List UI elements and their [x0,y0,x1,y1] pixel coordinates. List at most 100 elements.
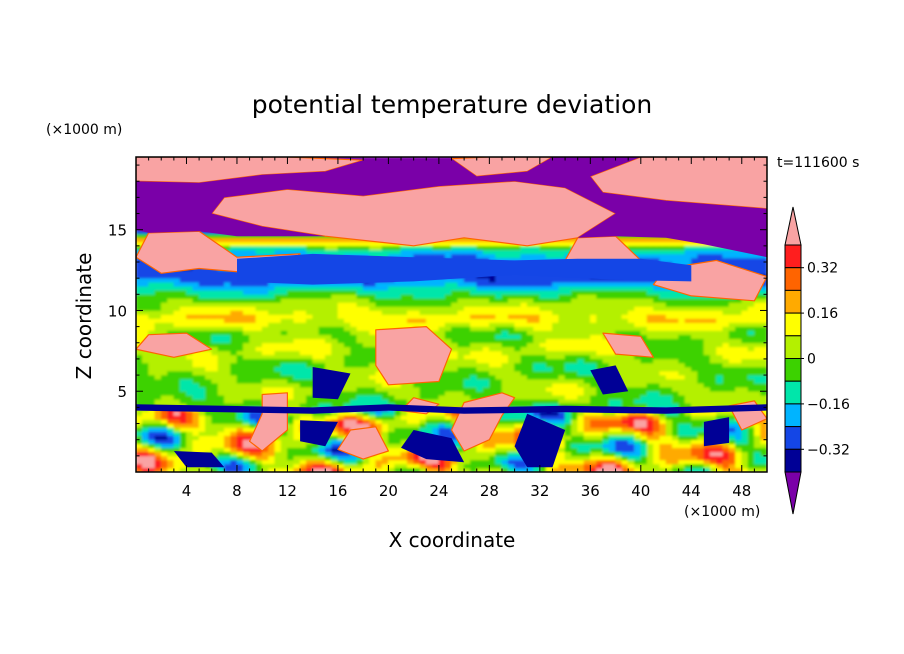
field-cell [526,318,534,323]
field-cell [337,249,345,255]
field-cell [331,455,339,461]
field-cell [136,423,143,428]
field-cell [438,415,446,420]
field-cell [160,281,168,287]
field-cell [325,411,332,416]
field-cell [407,423,414,428]
field-cell [242,394,250,400]
field-cell [211,285,219,291]
field-cell [482,451,490,457]
field-cell [287,245,295,251]
field-cell [388,314,396,319]
field-cell [167,447,175,453]
field-cell [280,237,288,243]
field-cell [236,334,244,340]
field-cell [136,370,143,376]
field-cell [407,419,414,424]
field-cell [211,427,219,432]
field-cell [293,302,301,307]
field-cell [192,411,200,416]
field-cell [520,310,528,315]
field-cell [400,302,408,307]
field-cell [154,330,162,335]
field-cell [375,281,383,287]
field-cell [470,451,478,457]
field-cell [293,314,301,319]
field-cell [432,463,440,469]
field-cell [217,342,225,348]
field-cell [255,463,263,469]
field-cell [507,334,515,340]
field-cell [476,342,484,348]
field-cell [154,394,162,400]
field-cell [299,245,307,251]
field-cell [217,439,225,445]
field-cell [293,366,301,372]
field-cell [192,419,200,424]
field-cell [356,281,364,287]
field-cell [148,273,156,279]
field-cell [198,378,206,384]
field-cell [514,277,522,283]
field-cell [356,157,364,162]
field-cell [154,411,162,416]
field-cell [432,467,440,472]
field-cell [375,378,383,384]
field-cell [217,281,225,287]
field-cell [274,370,282,376]
field-cell [261,294,269,299]
field-cell [425,386,433,392]
field-cell [394,281,402,287]
field-cell [211,350,219,356]
field-cell [350,455,358,461]
field-cell [337,394,345,400]
field-cell [407,459,414,465]
field-cell [186,326,194,331]
field-cell [268,362,276,368]
field-cell [501,298,509,303]
field-cell [299,447,307,453]
field-cell [476,277,484,283]
field-cell [293,249,301,255]
field-cell [394,245,402,251]
field-cell [375,245,383,251]
field-cell [318,451,326,457]
field-cell [413,245,421,251]
field-cell [514,330,522,335]
field-cell [211,273,219,279]
field-cell [306,294,313,299]
field-cell [438,285,446,291]
field-cell [394,157,402,162]
field-cell [242,237,250,243]
field-cell [154,459,162,465]
field-cell [173,302,181,307]
field-cell [142,294,149,299]
field-cell [520,277,528,283]
field-cell [375,310,383,315]
field-cell [224,354,231,360]
field-cell [476,298,484,303]
field-cell [343,382,351,388]
field-cell [287,467,295,472]
field-cell [533,362,541,368]
field-cell [476,374,484,380]
field-cell [457,366,465,372]
field-cell [142,463,149,469]
field-cell [287,241,295,247]
field-cell [356,249,364,255]
field-cell [343,306,351,311]
field-cell [444,322,452,327]
field-cell [287,237,295,243]
field-cell [142,427,149,432]
field-cell [192,302,200,307]
field-cell [306,366,313,372]
field-cell [192,294,200,299]
field-cell [249,415,257,420]
field-cell [438,334,446,340]
field-cell [299,386,307,392]
field-cell [136,435,143,440]
field-cell [489,330,496,335]
field-cell [362,281,370,287]
field-cell [337,435,345,440]
field-cell [230,467,238,472]
